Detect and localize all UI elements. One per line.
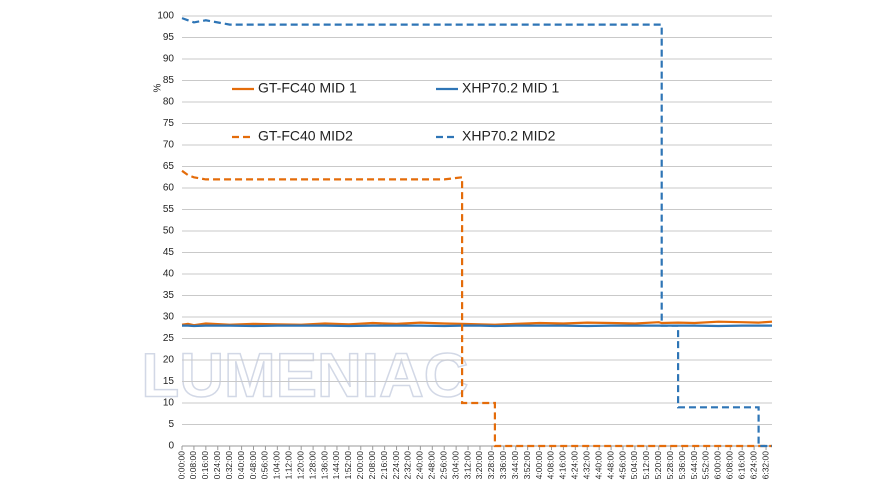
x-tick-label: 1:12:00 bbox=[284, 451, 294, 480]
x-tick-label: 6:16:00 bbox=[736, 451, 746, 480]
y-tick-label: 85 bbox=[163, 75, 175, 86]
series-line bbox=[181, 17, 772, 448]
x-tick-label: 4:24:00 bbox=[570, 451, 580, 480]
y-tick-label: 45 bbox=[163, 247, 175, 258]
y-tick-label: 35 bbox=[163, 290, 175, 301]
y-tick-label: 15 bbox=[163, 376, 175, 387]
legend-label: XHP70.2 MID 1 bbox=[462, 80, 559, 96]
x-tick-label: 4:56:00 bbox=[617, 451, 627, 480]
x-tick-label: 5:12:00 bbox=[641, 451, 651, 480]
x-tick-label: 6:08:00 bbox=[725, 451, 735, 480]
y-tick-label: 100 bbox=[157, 11, 174, 22]
x-tick-label: 3:44:00 bbox=[510, 451, 520, 480]
x-tick-label: 6:24:00 bbox=[748, 451, 758, 480]
x-tick-label: 6:32:00 bbox=[760, 451, 770, 480]
y-tick-label: 90 bbox=[163, 54, 175, 65]
x-tick-label: 0:32:00 bbox=[224, 451, 234, 480]
y-axis-label: % bbox=[153, 83, 164, 92]
y-tick-label: 40 bbox=[163, 269, 175, 280]
x-tick-label: 3:36:00 bbox=[498, 451, 508, 480]
series-line bbox=[181, 169, 772, 448]
x-tick-label: 3:20:00 bbox=[474, 451, 484, 480]
y-tick-label: 70 bbox=[163, 140, 175, 151]
legend-label: GT-FC40 MID 1 bbox=[258, 80, 357, 96]
x-tick-label: 2:48:00 bbox=[427, 451, 437, 480]
x-tick-label: 4:48:00 bbox=[605, 451, 615, 480]
x-tick-label: 5:28:00 bbox=[665, 451, 675, 480]
x-tick-label: 1:20:00 bbox=[295, 451, 305, 480]
x-tick-label: 0:00:00 bbox=[176, 451, 186, 480]
y-tick-label: 60 bbox=[163, 183, 175, 194]
x-tick-label: 1:28:00 bbox=[307, 451, 317, 480]
x-tick-label: 1:44:00 bbox=[331, 451, 341, 480]
y-tick-label: 20 bbox=[163, 355, 175, 366]
x-tick-label: 3:52:00 bbox=[522, 451, 532, 480]
x-tick-label: 4:08:00 bbox=[546, 451, 556, 480]
y-tick-label: 65 bbox=[163, 161, 175, 172]
y-tick-label: 30 bbox=[163, 312, 175, 323]
x-tick-label: 0:08:00 bbox=[188, 451, 198, 480]
x-tick-label: 2:16:00 bbox=[379, 451, 389, 480]
x-tick-label: 0:48:00 bbox=[248, 451, 258, 480]
x-tick-label: 0:56:00 bbox=[260, 451, 270, 480]
legend-label: GT-FC40 MID2 bbox=[258, 128, 353, 144]
y-tick-label: 50 bbox=[163, 226, 175, 237]
x-tick-label: 5:52:00 bbox=[701, 451, 711, 480]
x-tick-label: 2:08:00 bbox=[367, 451, 377, 480]
x-tick-label: 5:04:00 bbox=[629, 451, 639, 480]
x-tick-label: 2:40:00 bbox=[415, 451, 425, 480]
y-tick-label: 25 bbox=[163, 333, 175, 344]
x-tick-label: 4:16:00 bbox=[558, 451, 568, 480]
y-tick-label: 0 bbox=[168, 441, 174, 452]
x-tick-label: 3:04:00 bbox=[450, 451, 460, 480]
y-tick-label: 75 bbox=[163, 118, 175, 129]
legend-label: XHP70.2 MID2 bbox=[462, 128, 556, 144]
x-tick-label: 2:56:00 bbox=[438, 451, 448, 480]
x-tick-label: 3:12:00 bbox=[462, 451, 472, 480]
y-tick-label: 55 bbox=[163, 204, 175, 215]
x-tick-label: 4:40:00 bbox=[593, 451, 603, 480]
x-tick-label: 4:00:00 bbox=[534, 451, 544, 480]
x-tick-label: 5:36:00 bbox=[677, 451, 687, 480]
x-tick-label: 0:40:00 bbox=[236, 451, 246, 480]
x-tick-label: 3:28:00 bbox=[486, 451, 496, 480]
y-tick-label: 95 bbox=[163, 32, 175, 43]
x-tick-label: 2:00:00 bbox=[355, 451, 365, 480]
x-tick-label: 4:32:00 bbox=[582, 451, 592, 480]
y-tick-label: 80 bbox=[163, 97, 175, 108]
x-tick-label: 0:24:00 bbox=[212, 451, 222, 480]
y-tick-label: 5 bbox=[168, 419, 174, 430]
watermark: LUMENIAC bbox=[141, 341, 468, 410]
y-tick-label: 10 bbox=[163, 398, 175, 409]
x-tick-label: 5:20:00 bbox=[653, 451, 663, 480]
x-tick-label: 2:24:00 bbox=[391, 451, 401, 480]
x-tick-label: 1:52:00 bbox=[343, 451, 353, 480]
x-tick-label: 6:00:00 bbox=[713, 451, 723, 480]
x-tick-label: 1:04:00 bbox=[272, 451, 282, 480]
series-line bbox=[181, 320, 773, 327]
x-tick-label: 0:16:00 bbox=[200, 451, 210, 480]
x-tick-label: 5:44:00 bbox=[689, 451, 699, 480]
x-tick-label: 1:36:00 bbox=[319, 451, 329, 480]
x-tick-label: 2:32:00 bbox=[403, 451, 413, 480]
